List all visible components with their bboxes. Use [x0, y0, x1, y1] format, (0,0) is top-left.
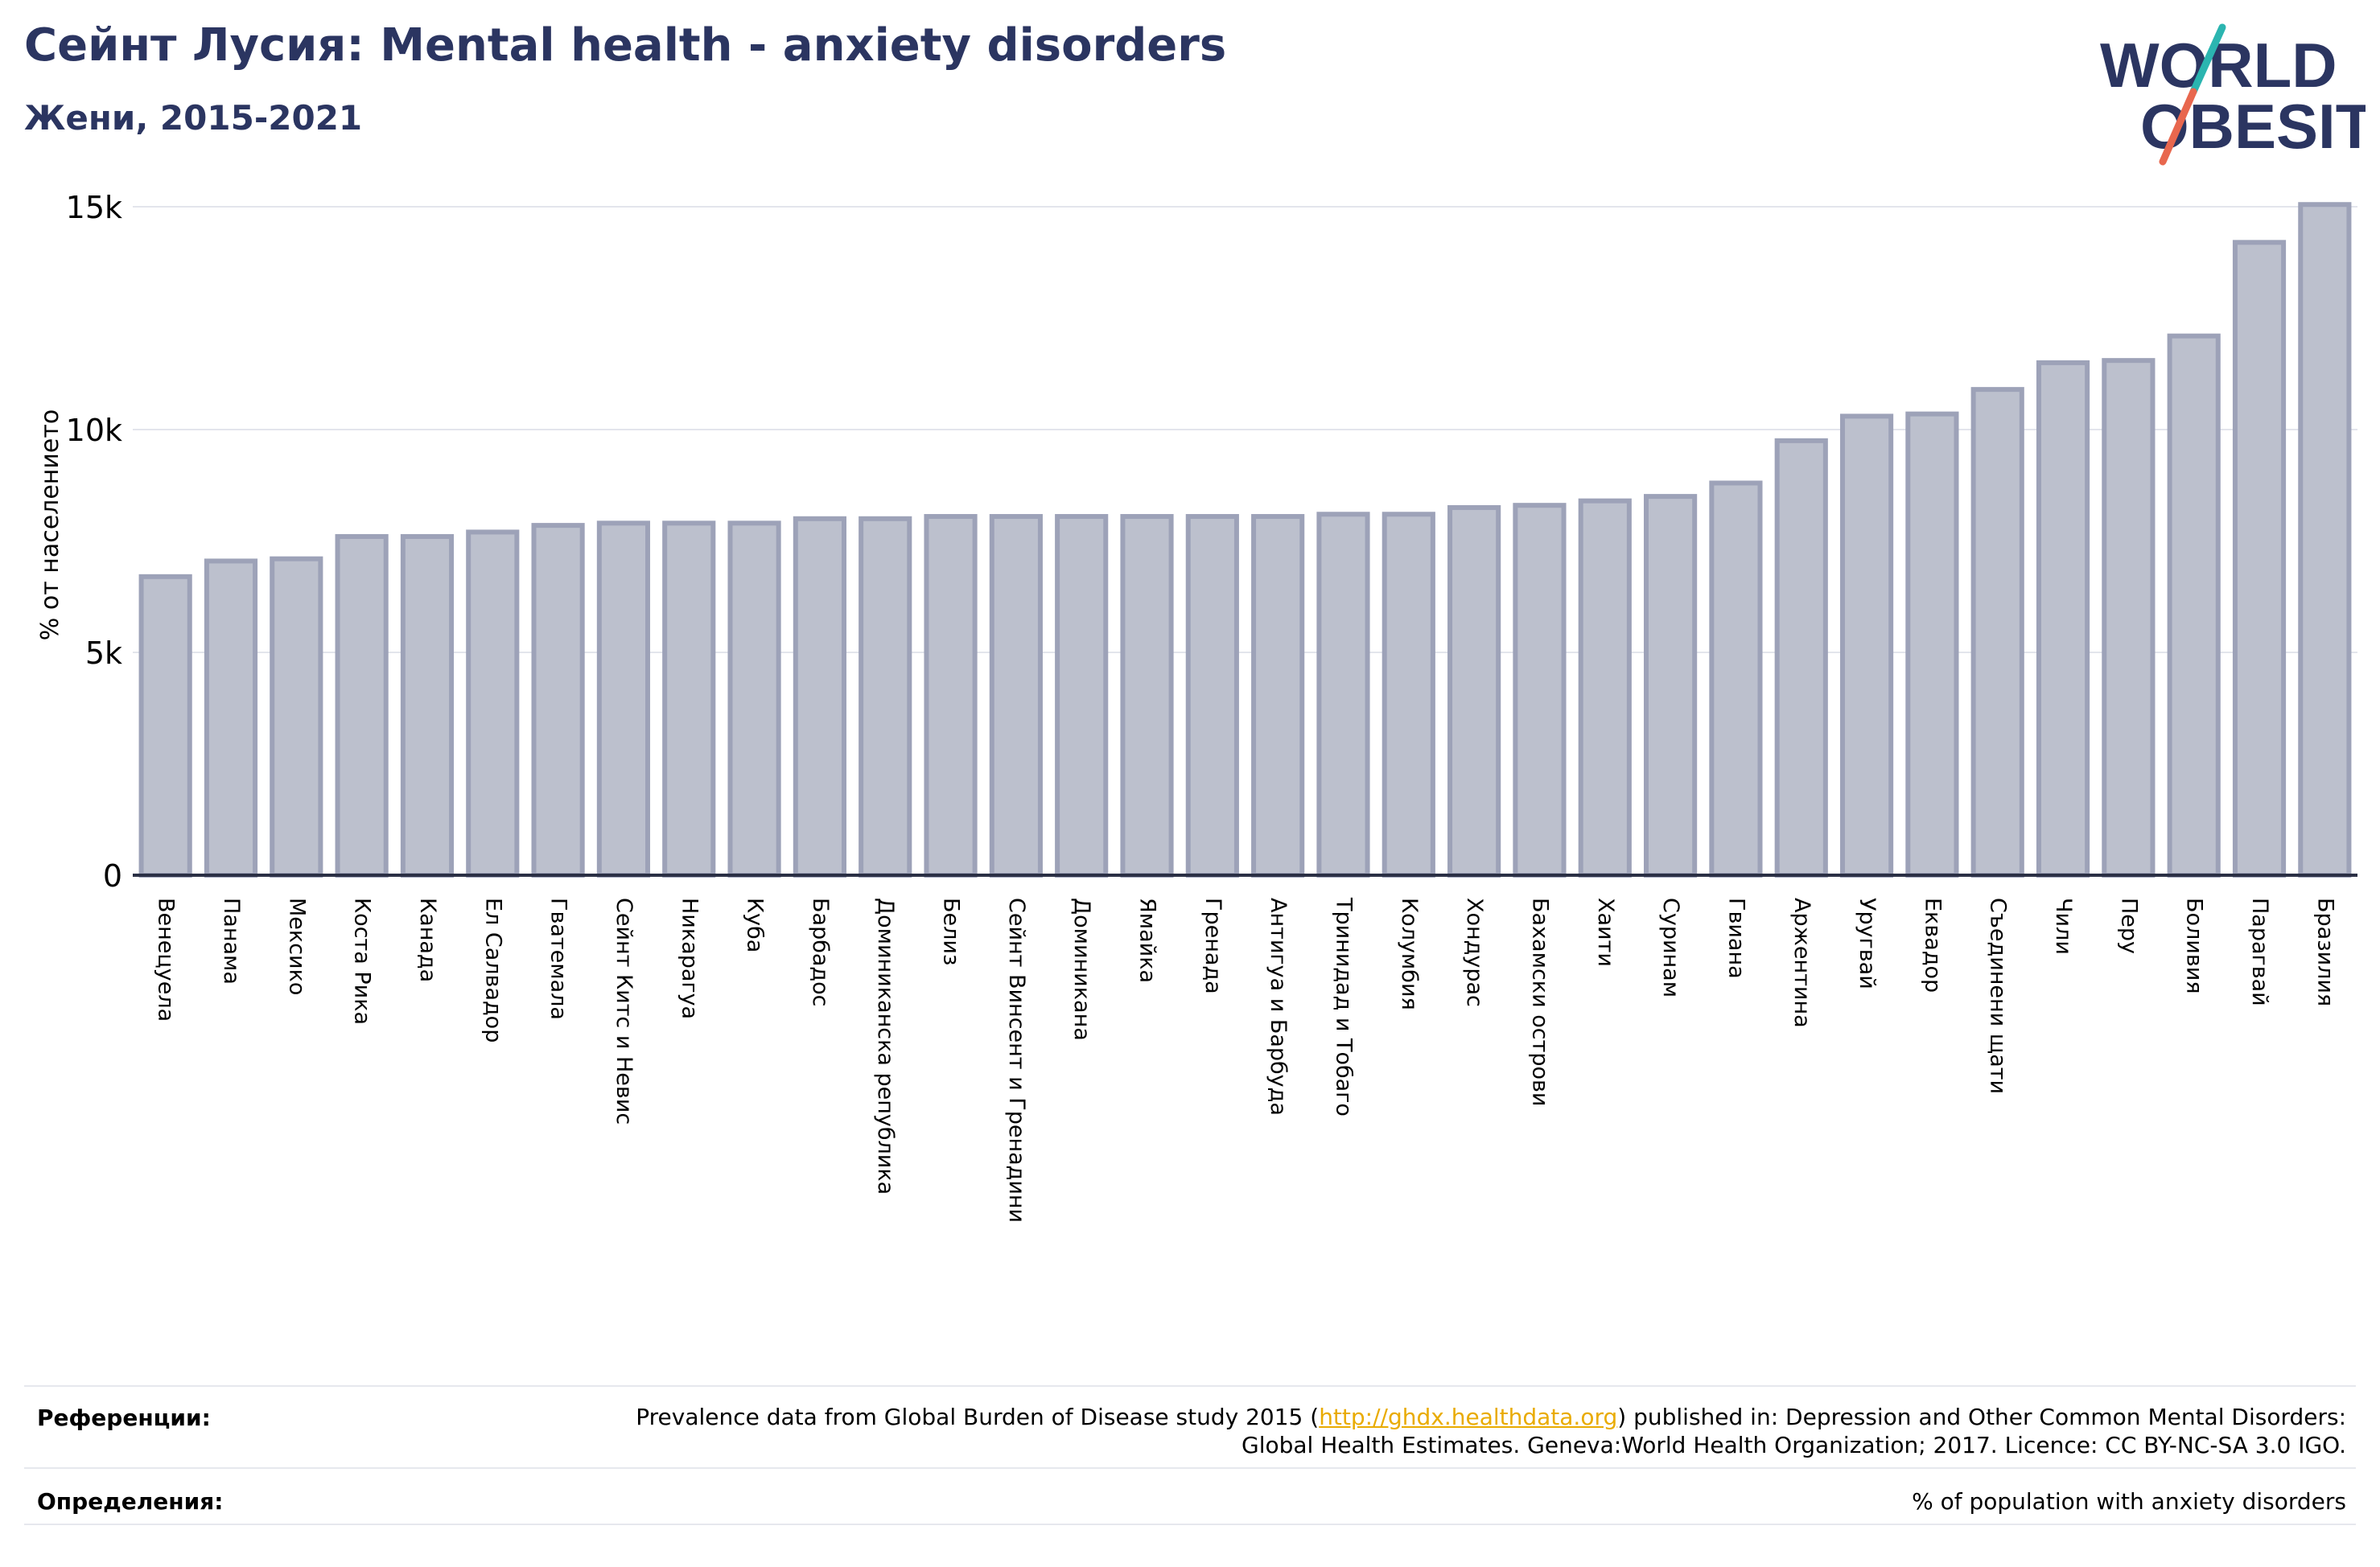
bar: [531, 523, 585, 878]
x-tick-label: Колумбия: [1397, 898, 1422, 1010]
references-post: ) published in: Depression and Other Com…: [1241, 1404, 2346, 1458]
y-tick-label: 5k: [85, 635, 122, 671]
x-tick-label: Мексико: [284, 898, 309, 995]
bar: [793, 516, 846, 878]
chart-subtitle: Жени, 2015-2021: [24, 98, 363, 138]
x-tick-label: Ел Салвадор: [480, 898, 505, 1043]
bar: [1578, 498, 1632, 878]
definitions-text: % of population with anxiety disorders: [1912, 1488, 2346, 1515]
references-link[interactable]: http://ghdx.healthdata.org: [1319, 1404, 1618, 1430]
x-tick-label: Канада: [415, 898, 440, 982]
bar: [1644, 494, 1698, 878]
bar: [1709, 480, 1763, 878]
y-tick-label: 10k: [66, 413, 122, 448]
footer-divider-middle: [24, 1467, 2356, 1469]
world-obesity-logo: WORLD OBESITY: [2100, 23, 2366, 166]
bar: [400, 533, 455, 878]
x-tick-label: Перу: [2116, 898, 2141, 954]
logo-slash-bottom: [2159, 88, 2197, 166]
x-tick-label: Ямайка: [1135, 898, 1160, 983]
bar-chart: 0 5k 10k 15k % от населението Венецуела Панама…: [36, 190, 2357, 1223]
logo-slash-top: [2189, 23, 2226, 96]
x-tick-label: Суринам: [1658, 898, 1683, 997]
bar: [1316, 512, 1370, 878]
bar: [2036, 360, 2090, 878]
x-tick-label: Панама: [219, 898, 244, 985]
x-tick-label: Гренада: [1200, 898, 1225, 994]
bar: [270, 556, 323, 878]
x-tick-label: Гватемала: [546, 898, 571, 1020]
x-tick-label: Еквадор: [1920, 898, 1945, 993]
references-label: Референции:: [37, 1405, 211, 1431]
bar: [859, 516, 912, 878]
references-text: Prevalence data from Global Burden of Di…: [576, 1403, 2346, 1459]
x-tick-label: Аржентина: [1789, 898, 1814, 1028]
x-tick-label: Сейнт Китс и Невис: [611, 898, 636, 1125]
bar: [1839, 413, 1894, 878]
x-tick-label: Чили: [2051, 898, 2076, 955]
bar: [989, 514, 1043, 878]
bar: [924, 514, 978, 878]
bar: [1905, 411, 1959, 878]
footer-divider-bottom: [24, 1524, 2356, 1525]
x-tick-label: Парагвай: [2247, 898, 2272, 1006]
bar: [204, 558, 258, 878]
chart-title: Сейнт Лусия: Mental health - anxiety dis…: [24, 19, 1227, 72]
x-tick-label: Барбадос: [808, 898, 833, 1006]
bar: [2298, 202, 2352, 878]
x-tick-label: Бразилия: [2312, 898, 2337, 1006]
x-tick-label: Боливия: [2182, 898, 2207, 994]
bar: [1120, 514, 1174, 878]
x-tick-label: Хаити: [1593, 898, 1618, 967]
bar: [466, 529, 520, 878]
x-tick-label: Тринидад и Тобаго: [1331, 897, 1356, 1117]
bar: [1447, 504, 1501, 878]
bar: [1513, 503, 1567, 878]
bar: [2232, 240, 2287, 878]
x-tick-label: Белиз: [939, 898, 964, 965]
x-tick-label: Куба: [743, 898, 768, 952]
footer-divider-top: [24, 1385, 2356, 1387]
bar: [138, 574, 192, 878]
bar: [1381, 512, 1435, 878]
x-tick-label: Венецуела: [154, 898, 179, 1022]
x-tick-label: Сейнт Винсент и Гренадини: [1004, 898, 1029, 1223]
bar: [727, 520, 781, 878]
bar: [662, 520, 716, 878]
bar: [2102, 358, 2156, 878]
bar: [1774, 438, 1828, 878]
bar: [335, 533, 389, 878]
x-tick-label: Гвиана: [1723, 898, 1748, 979]
references-pre: Prevalence data from Global Burden of Di…: [636, 1404, 1320, 1430]
bar: [2167, 333, 2221, 878]
bar: [1970, 387, 2024, 878]
bar: [1251, 514, 1305, 878]
x-tick-label: Никарагуа: [677, 898, 702, 1019]
definitions-label: Определения:: [37, 1488, 224, 1515]
bar: [1055, 514, 1109, 878]
bar: [596, 520, 651, 878]
x-tick-label: Бахамски острови: [1527, 898, 1552, 1106]
x-tick-label: Доминикана: [1069, 898, 1094, 1041]
x-tick-label: Хондурас: [1462, 898, 1487, 1007]
y-axis-label: % от населението: [36, 409, 64, 640]
y-tick-label: 0: [103, 858, 122, 894]
x-tick-label: Антигуа и Барбуда: [1266, 898, 1291, 1116]
x-tick-label: Доминиканска република: [873, 898, 898, 1195]
y-tick-label: 15k: [66, 190, 122, 225]
x-tick-label: Уругвай: [1855, 898, 1880, 989]
bar: [1185, 514, 1239, 878]
x-tick-label: Съединени щати: [1986, 898, 2011, 1094]
x-tick-label: Коста Рика: [350, 898, 375, 1025]
